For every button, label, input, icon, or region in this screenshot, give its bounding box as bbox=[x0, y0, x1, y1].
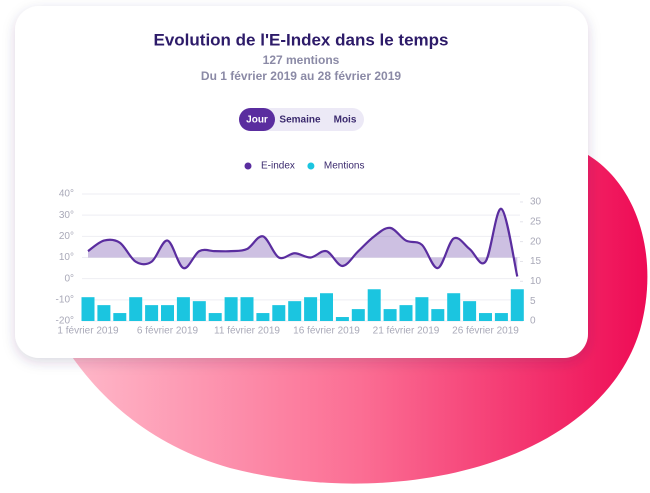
line bbox=[87, 207, 519, 277]
mentions-count: 127 mentions bbox=[263, 53, 340, 67]
bar bbox=[288, 301, 302, 321]
y2-tick-label: 25 bbox=[530, 216, 542, 227]
bar bbox=[161, 305, 174, 321]
legend-label: Mentions bbox=[324, 161, 365, 172]
bar bbox=[494, 313, 508, 321]
bar bbox=[81, 297, 95, 321]
date-range: Du 1 février 2019 au 28 février 2019 bbox=[201, 69, 401, 83]
bar bbox=[367, 289, 381, 321]
bar bbox=[224, 297, 238, 321]
x-tick-label: 6 février 2019 bbox=[137, 326, 199, 337]
bar bbox=[383, 309, 397, 321]
x-tick-label: 26 février 2019 bbox=[452, 326, 519, 337]
bar bbox=[176, 297, 190, 321]
bar bbox=[447, 293, 461, 321]
legend: E-index Mentions bbox=[244, 161, 365, 172]
bar bbox=[97, 305, 111, 321]
y2-tick-label: 15 bbox=[530, 256, 542, 267]
period-button[interactable]: Semaine bbox=[279, 115, 321, 126]
bar bbox=[351, 309, 365, 321]
y-tick-label: 40° bbox=[59, 189, 74, 200]
bar bbox=[335, 317, 349, 321]
y-tick-label: 0° bbox=[64, 273, 74, 284]
x-tick-label: 1 février 2019 bbox=[57, 326, 119, 337]
period-selector: Jour Semaine Mois bbox=[239, 108, 364, 131]
bar bbox=[240, 297, 254, 321]
y2-tick-label: 20 bbox=[530, 236, 542, 247]
card bbox=[15, 6, 588, 358]
x-tick-label: 16 février 2019 bbox=[293, 326, 360, 337]
bar bbox=[256, 313, 270, 321]
y-tick-label: 20° bbox=[59, 231, 74, 242]
y-tick-label: 30° bbox=[59, 210, 74, 221]
y2-tick-label: 30 bbox=[530, 197, 542, 208]
y-tick-label: -20° bbox=[56, 316, 74, 327]
legend-label: E-index bbox=[261, 161, 295, 172]
bar bbox=[304, 297, 318, 321]
bar bbox=[510, 289, 524, 321]
bar bbox=[129, 297, 143, 321]
x-tick-label: 11 février 2019 bbox=[214, 326, 280, 337]
y-tick-label: -10° bbox=[56, 294, 74, 305]
y2-tick-label: 10 bbox=[530, 276, 542, 287]
plot: 40° 30° 20° 10° 0° -10° -20° 0 5 10 15 20 25 30 1 févr… bbox=[56, 189, 542, 337]
y2-tick-label: 0 bbox=[530, 316, 536, 327]
x-tick-label: 21 février 2019 bbox=[373, 326, 440, 337]
selected-bg bbox=[239, 108, 275, 131]
bar bbox=[272, 305, 286, 321]
legend-marker bbox=[307, 162, 315, 170]
bar bbox=[399, 305, 413, 321]
chart-title: Evolution de l'E-Index dans le temps bbox=[154, 30, 449, 49]
bar bbox=[113, 313, 127, 321]
bar bbox=[145, 305, 159, 321]
y-tick-label: 10° bbox=[59, 252, 74, 263]
period-button[interactable]: Jour bbox=[246, 115, 268, 126]
bar bbox=[320, 293, 333, 321]
bar bbox=[463, 301, 477, 321]
bar bbox=[415, 297, 429, 321]
legend-marker bbox=[244, 162, 252, 170]
period-button[interactable]: Mois bbox=[334, 115, 357, 126]
bar bbox=[192, 301, 206, 321]
bar bbox=[208, 313, 222, 321]
y2-tick-label: 5 bbox=[530, 296, 536, 307]
bar bbox=[431, 309, 445, 321]
bar bbox=[479, 313, 492, 321]
